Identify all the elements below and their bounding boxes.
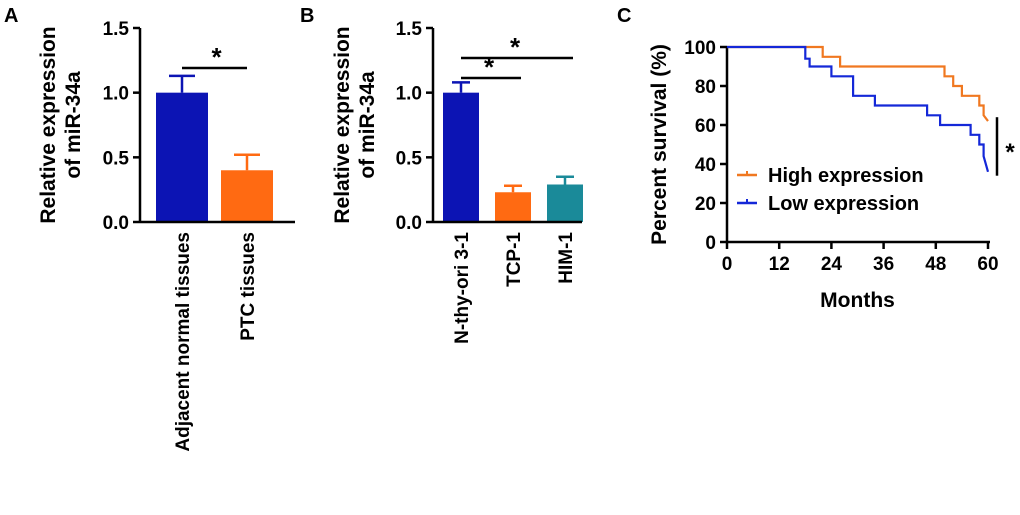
y-axis-label: Relative expressionof miR-34a <box>331 26 379 223</box>
x-tick-label: 0 <box>722 254 733 275</box>
significance-star: * <box>1005 139 1015 166</box>
panel-label-b: B <box>300 5 314 27</box>
x-tick-label: 24 <box>821 254 843 275</box>
y-tick-label: 0 <box>705 233 716 254</box>
x-tick-label: TCP-1 <box>504 232 525 287</box>
y-axis-label-line1: Relative expression <box>331 26 354 223</box>
bar <box>547 184 583 222</box>
chart-panel-c: 0 20 40 60 80 100 0 12 24 36 48 60 Months Percent sur… <box>648 38 1015 312</box>
y-tick-label: 80 <box>695 77 716 98</box>
y-tick-label: 0.5 <box>396 148 423 169</box>
survival-curve-high <box>727 45 989 122</box>
x-tick-label: PTC tissues <box>238 232 259 341</box>
y-axis-label-line2: of miR-34a <box>356 71 379 179</box>
significance-star: * <box>211 42 222 72</box>
y-tick-label: 0.0 <box>396 213 422 234</box>
y-tick-label: 100 <box>684 38 716 59</box>
bar <box>443 92 479 223</box>
y-axis-label-line1: Relative expression <box>37 26 60 223</box>
chart-panel-b: 0.0 0.5 1.0 1.5 Relative expressionof miR-34… <box>331 19 583 344</box>
y-axis-label: Percent survival (%) <box>648 44 671 245</box>
x-tick-label: N-thy-ori 3-1 <box>452 232 473 344</box>
x-tick-label: 60 <box>977 254 998 275</box>
y-tick-label: 60 <box>695 116 716 137</box>
y-tick-label: 0.0 <box>103 213 129 234</box>
panel-label-c: C <box>617 5 631 27</box>
y-tick-label: 1.5 <box>396 19 423 40</box>
survival-curve-low <box>727 45 990 173</box>
bar <box>221 170 273 222</box>
bar <box>156 92 208 223</box>
significance-star: * <box>510 32 521 62</box>
y-tick-label: 0.5 <box>103 148 130 169</box>
y-tick-label: 40 <box>695 155 716 176</box>
x-tick-label: 12 <box>769 254 790 275</box>
significance-star: * <box>484 52 495 82</box>
legend-label: High expression <box>768 165 924 187</box>
x-tick-label: 48 <box>925 254 946 275</box>
x-tick-label: HIM-1 <box>556 232 577 284</box>
y-tick-label: 1.0 <box>396 84 422 105</box>
y-tick-label: 1.5 <box>103 19 130 40</box>
y-tick-label: 1.0 <box>103 84 129 105</box>
x-axis-label: Months <box>820 289 895 312</box>
chart-panel-a: 0.0 0.5 1.0 1.5 Relative expressionof miR-34… <box>37 19 295 452</box>
y-tick-label: 20 <box>695 194 716 215</box>
y-axis-label-line2: of miR-34a <box>62 71 85 179</box>
bar <box>495 192 531 222</box>
x-tick-label: 36 <box>873 254 894 275</box>
x-tick-label: Adjacent normal tissues <box>173 232 194 452</box>
y-axis-label: Relative expressionof miR-34a <box>37 26 85 223</box>
legend-label: Low expression <box>768 193 919 215</box>
panel-label-a: A <box>4 5 18 27</box>
